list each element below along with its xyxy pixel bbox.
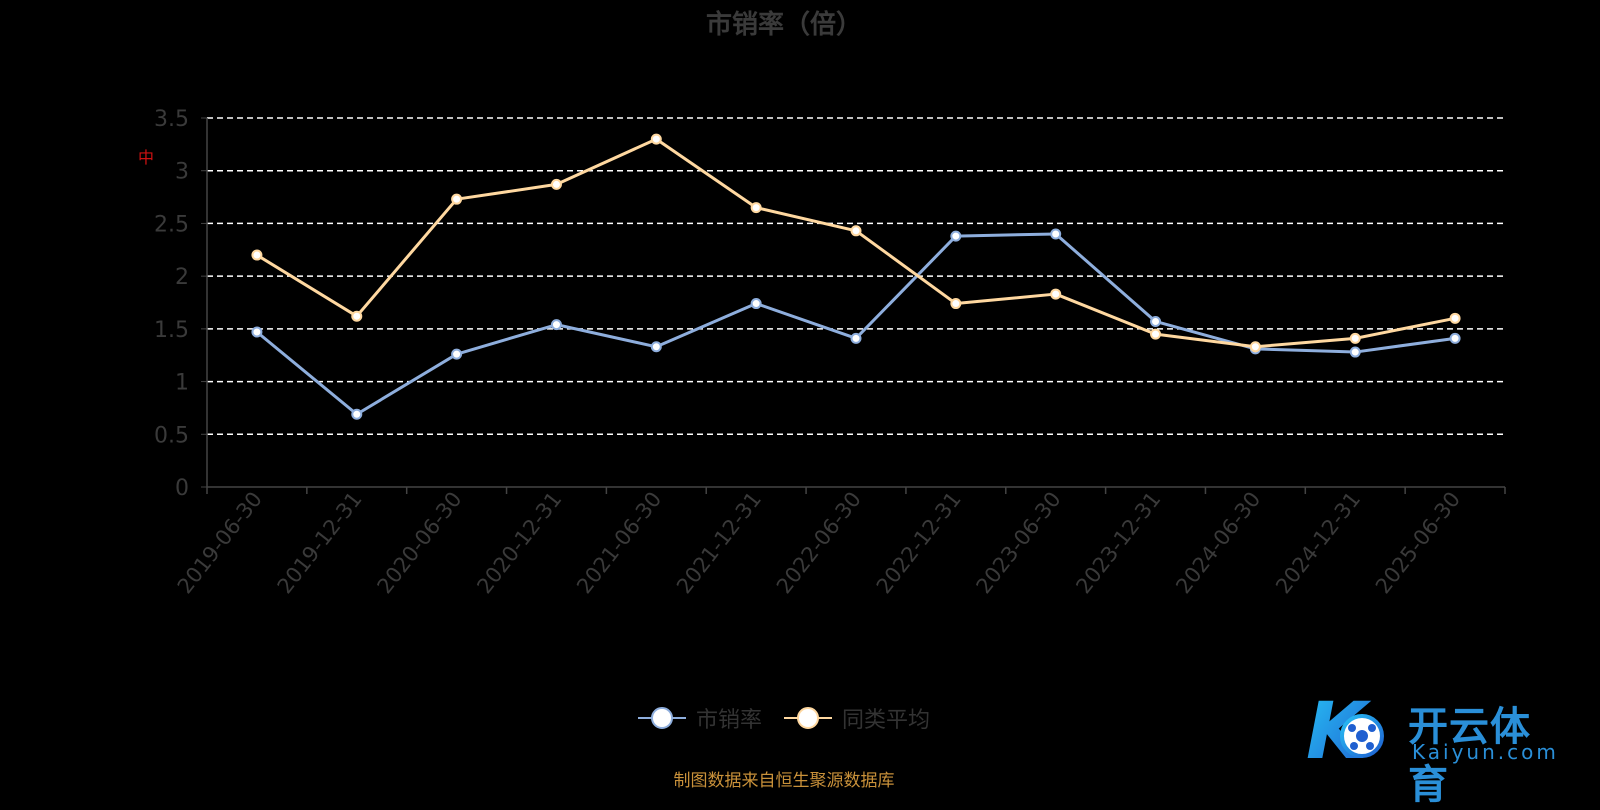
- series-1-point-8: [1050, 288, 1062, 300]
- data-source-note: 制图数据来自恒生聚源数据库: [673, 771, 895, 791]
- series-0-point-0: [251, 326, 263, 338]
- series-line-1: [256, 137, 1456, 349]
- x-tick-label-11: 2024-12-31: [1271, 487, 1365, 598]
- series-0-point-3: [550, 319, 562, 331]
- series-1-point-9: [1150, 328, 1162, 340]
- series-0-point-8: [1050, 228, 1062, 240]
- grid-lines: [207, 117, 1505, 436]
- series-1-point-7: [950, 298, 962, 310]
- series-0-point-11: [1349, 346, 1361, 358]
- x-tick-label-6: 2022-06-30: [772, 487, 866, 598]
- kaiyun-logo: K 开云体育 Kaiyun.com: [1300, 686, 1570, 808]
- series-1-point-5: [750, 202, 762, 214]
- series-1-point-0: [251, 249, 263, 261]
- series-1-point-2: [451, 193, 463, 205]
- x-tick-label-10: 2024-06-30: [1171, 487, 1265, 598]
- chart-title: 市销率（倍）: [705, 10, 862, 40]
- y-tick-label-4: 2: [175, 265, 189, 290]
- series-1-point-12: [1449, 312, 1461, 324]
- series-0-point-6: [850, 332, 862, 344]
- x-tick-label-5: 2021-12-31: [672, 487, 766, 598]
- series-0-point-9: [1150, 315, 1162, 327]
- x-tick-label-7: 2022-12-31: [872, 487, 966, 598]
- series: [251, 133, 1461, 420]
- series-1-point-1: [351, 310, 363, 322]
- y-tick-label-5: 2.5: [154, 212, 189, 237]
- legend-item-1[interactable]: 同类平均: [784, 702, 930, 734]
- x-tick-label-9: 2023-12-31: [1071, 487, 1165, 598]
- legend-swatch-1: [784, 707, 832, 729]
- x-tick-label-4: 2021-06-30: [572, 487, 666, 598]
- legend-swatch-0: [637, 707, 686, 729]
- legend-item-0[interactable]: 市销率: [637, 702, 762, 734]
- y-tick-label-2: 1: [175, 371, 189, 396]
- series-0-point-4: [650, 341, 662, 353]
- series-1-point-3: [550, 178, 562, 190]
- kaiyun-logo-mark-icon: K: [1306, 687, 1384, 777]
- series-1-point-4: [650, 133, 662, 145]
- watermark-char: 中: [138, 148, 154, 167]
- y-tick-label-6: 3: [175, 160, 189, 185]
- series-1-point-10: [1249, 341, 1261, 353]
- x-tick-label-3: 2020-12-31: [472, 487, 566, 598]
- x-tick-label-1: 2019-12-31: [273, 487, 367, 598]
- y-tick-label-7: 3.5: [154, 107, 189, 132]
- x-tick-label-0: 2019-06-30: [173, 487, 267, 598]
- x-tick-label-12: 2025-06-30: [1371, 487, 1465, 598]
- series-1-point-6: [850, 225, 862, 237]
- series-0-point-5: [750, 298, 762, 310]
- logo-english-text: Kaiyun.com: [1412, 740, 1559, 764]
- x-tick-label-2: 2020-06-30: [373, 487, 467, 598]
- legend: 市销率 同类平均: [0, 702, 1568, 734]
- legend-label-1: 同类平均: [842, 708, 931, 733]
- series-line-0: [255, 232, 1456, 416]
- series-0-point-7: [950, 230, 962, 242]
- series-0-point-1: [351, 408, 363, 420]
- series-0-point-12: [1449, 332, 1461, 344]
- y-tick-label-1: 0.5: [154, 423, 189, 448]
- series-0-point-2: [451, 348, 463, 360]
- legend-label-0: 市销率: [695, 708, 762, 733]
- x-tick-label-8: 2023-06-30: [972, 487, 1066, 598]
- y-tick-label-0: 0: [175, 476, 189, 501]
- y-tick-label-3: 1.5: [154, 318, 189, 343]
- series-1-point-11: [1349, 332, 1361, 344]
